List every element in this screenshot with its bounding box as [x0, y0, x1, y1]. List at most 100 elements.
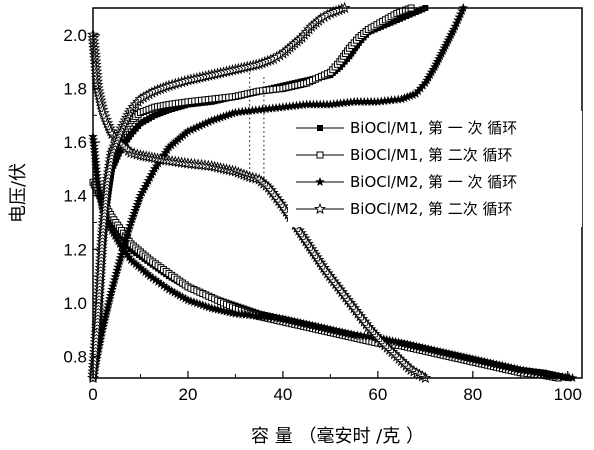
data-point [109, 275, 120, 285]
legend: BiOCl/M1, 第 一 次 循环 BiOCl/M1, 第 二次 循环 BiOCl… [288, 111, 582, 227]
data-point [166, 140, 177, 150]
legend-marker [316, 151, 324, 159]
data-point [120, 246, 131, 257]
data-point [166, 286, 177, 296]
data-point [145, 271, 155, 281]
series-points-discharge [88, 131, 578, 383]
data-point [261, 104, 271, 114]
data-point [419, 6, 426, 13]
data-point [390, 94, 400, 104]
data-point [125, 220, 135, 230]
data-point [116, 241, 127, 251]
data-point [171, 136, 181, 146]
axis-ticks: 0 20 40 60 80 100 0.8 1.0 1.2 1.4 1.6 1.8 2.0 [63, 26, 582, 404]
data-point [102, 306, 112, 316]
data-point [120, 236, 131, 246]
data-point [104, 219, 115, 229]
data-point [298, 99, 308, 109]
data-point [189, 123, 199, 133]
data-point [113, 262, 123, 272]
data-point [169, 105, 176, 112]
data-point [332, 98, 342, 108]
data-point [387, 19, 394, 26]
x-axis-label: 容 量 （毫安时 /克 ） [251, 426, 424, 447]
data-point [113, 156, 120, 163]
data-point [104, 296, 114, 306]
data-point [378, 23, 385, 30]
x-tick-label: 20 [178, 385, 197, 404]
data-point [97, 327, 107, 337]
data-point [103, 216, 113, 226]
data-point [274, 102, 285, 112]
data-point [218, 111, 229, 121]
data-point [153, 276, 163, 286]
data-point [158, 280, 169, 290]
data-point [169, 287, 180, 297]
data-point [251, 105, 261, 115]
data-point [140, 267, 150, 277]
data-point [215, 112, 226, 122]
data-point [180, 293, 190, 303]
data-point [111, 233, 122, 243]
data-point [133, 261, 143, 271]
data-point [176, 132, 186, 142]
data-point [156, 278, 166, 288]
data-point [97, 324, 108, 334]
data-point [399, 93, 410, 103]
data-point [267, 103, 278, 113]
data-point [119, 240, 130, 250]
data-point [111, 159, 118, 166]
x-tick-label: 40 [273, 385, 292, 404]
data-point [288, 101, 298, 111]
data-point [240, 106, 251, 116]
data-point [373, 96, 383, 106]
data-point [384, 21, 391, 28]
y-tick-label: 2.0 [63, 26, 87, 45]
data-point [101, 309, 111, 319]
data-point [406, 11, 413, 18]
data-point [128, 257, 139, 267]
legend-entry: BiOCl/M1, 第 二次 循环 [350, 146, 513, 164]
data-point [325, 99, 336, 109]
data-point [177, 292, 188, 302]
data-point [221, 110, 232, 120]
data-point [396, 94, 407, 104]
y-tick-label: 1.0 [63, 294, 87, 313]
data-point [142, 269, 153, 279]
data-point [329, 99, 339, 109]
data-point [126, 255, 136, 265]
data-point [99, 318, 109, 328]
data-point [178, 130, 188, 140]
data-point [116, 249, 127, 259]
legend-marker [317, 125, 323, 131]
data-point [264, 103, 275, 113]
data-point [379, 96, 390, 106]
data-point [103, 299, 114, 310]
legend-background [288, 111, 582, 227]
data-point [281, 101, 292, 111]
data-point [96, 331, 106, 341]
data-point [135, 263, 146, 273]
data-point [110, 271, 121, 281]
data-point [108, 228, 119, 238]
y-tick-label: 1.8 [63, 79, 87, 98]
data-point [257, 104, 268, 114]
data-point [237, 106, 247, 116]
data-point [112, 265, 122, 275]
data-point [278, 102, 288, 112]
data-point [102, 303, 113, 313]
legend-marker [314, 202, 326, 215]
y-tick-label: 0.8 [63, 348, 87, 367]
data-point [291, 100, 302, 110]
data-point [114, 259, 124, 269]
data-point [206, 115, 217, 125]
data-point [403, 13, 410, 20]
data-point [105, 293, 115, 303]
data-point [284, 101, 295, 111]
data-point [164, 284, 174, 294]
data-point [105, 290, 116, 300]
data-point [111, 268, 122, 278]
data-point [123, 227, 133, 237]
data-point [209, 114, 220, 124]
